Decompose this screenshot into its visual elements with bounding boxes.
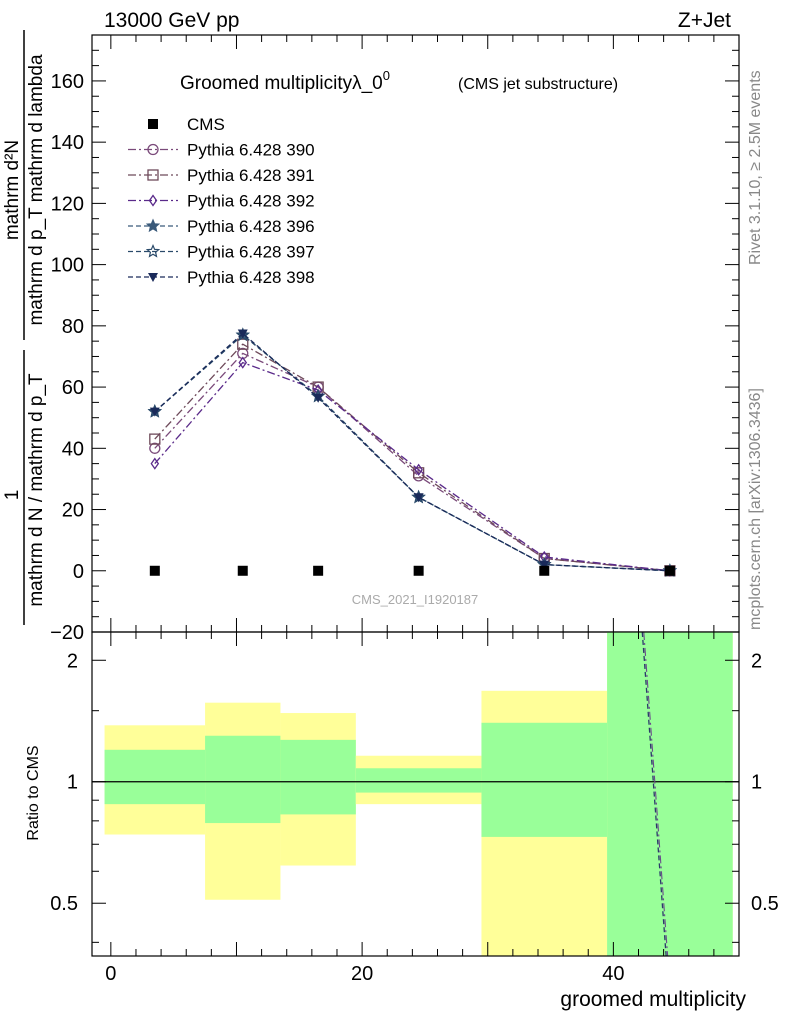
legend-label: CMS [187, 115, 225, 134]
series-line [154, 332, 670, 572]
x-tick-label: 20 [351, 963, 373, 985]
series-point [238, 356, 248, 369]
legend-entry-cms: CMS [148, 115, 225, 134]
y-tick-label: 120 [51, 193, 84, 215]
y-tick-label: −20 [50, 622, 84, 644]
uncertainty-band-inner [481, 722, 608, 837]
ratio-y-tick-label: 0.5 [50, 893, 78, 915]
series-point [237, 329, 248, 339]
ratio-y-tick-label-right: 2 [751, 650, 762, 672]
y-tick-label: 140 [51, 132, 84, 154]
y-tick-label: 60 [62, 377, 84, 399]
legend-marker [148, 273, 158, 282]
series-point [414, 463, 423, 476]
y-tick-label: 80 [62, 316, 84, 338]
ratio-series-line [643, 631, 669, 957]
legend-entry-3: Pythia 6.428 392 [128, 192, 315, 211]
series-4 [147, 327, 678, 577]
series-point [149, 407, 160, 417]
legend-marker [145, 243, 161, 258]
series-point [150, 457, 160, 470]
legend-label: Pythia 6.428 391 [187, 166, 315, 185]
ratio-y-tick-label: 1 [67, 772, 78, 794]
data-point [413, 565, 424, 576]
legend-entry-6: Pythia 6.428 398 [128, 268, 315, 287]
series-line [154, 334, 670, 572]
chart-title: Groomed multiplicityλ_00 [180, 68, 390, 94]
legend-marker [147, 143, 159, 156]
series-line [154, 352, 670, 572]
legend-label: Pythia 6.428 397 [187, 243, 315, 262]
x-axis-label: groomed multiplicity [560, 988, 746, 1011]
series-line [154, 343, 670, 572]
legend-label: Pythia 6.428 398 [187, 268, 315, 287]
ratio-series-line [641, 631, 667, 957]
header-right-label: Z+Jet [678, 9, 731, 32]
data-point [149, 565, 160, 576]
data-point [237, 565, 248, 576]
y-label-prefix-numerator: 1 [2, 490, 23, 501]
legend-entry-2: Pythia 6.428 391 [128, 166, 315, 185]
x-tick-label: 0 [105, 963, 116, 985]
ratio-plot-frame [91, 631, 740, 957]
series-point [413, 493, 424, 503]
y-label-numerator: mathrm d²N [2, 140, 23, 240]
series-point [539, 560, 550, 570]
series-1 [149, 347, 676, 577]
legend: CMS Pythia 6.428 390 Pythia 6.428 391 Pythi… [128, 115, 315, 287]
y-tick-label: 20 [62, 500, 84, 522]
mcplots-side-label: mcplots.cern.ch [arXiv:1306.3436] [747, 388, 764, 630]
y-tick-label: 160 [51, 71, 84, 93]
legend-marker [147, 169, 159, 181]
main-y-axis-label: 1 mathrm d N / mathrm d p_T mathrm d²N m… [2, 30, 47, 625]
series-point [149, 433, 161, 445]
legend-label: Pythia 6.428 396 [187, 217, 315, 236]
uncertainty-band-inner [355, 768, 482, 793]
ratio-y-tick-label-right: 0.5 [751, 893, 779, 915]
y-label-denominator: mathrm d p_T mathrm d lambda [26, 54, 47, 325]
legend-entry-5: Pythia 6.428 397 [128, 243, 315, 262]
legend-marker [148, 194, 158, 207]
ratio-plot-panel: 0.5 0.51 12 20 20 40 Ratio to CMS groomed mul… [25, 631, 779, 1011]
uncertainty-band-inner [280, 739, 356, 815]
x-tick-label: 40 [602, 963, 624, 985]
ratio-y-tick-label-right: 1 [751, 772, 762, 794]
y-tick-label: 40 [62, 438, 84, 460]
legend-entry-4: Pythia 6.428 396 [128, 217, 315, 236]
y-label-prefix-denominator: mathrm d N / mathrm d p_T [26, 373, 47, 607]
main-plot-panel: −20 0 20 40 60 80 100 120 140 160 Groomed multipl… [50, 34, 740, 644]
y-tick-label: 100 [51, 255, 84, 277]
legend-entry-1: Pythia 6.428 390 [128, 141, 315, 160]
y-tick-label: 0 [73, 561, 84, 583]
legend-marker [145, 218, 161, 233]
uncertainty-band-inner [607, 632, 733, 956]
data-point [313, 565, 324, 576]
ratio-y-tick-label: 2 [67, 650, 78, 672]
cms-data-points [149, 565, 675, 576]
data-point [539, 565, 550, 576]
series-line [154, 334, 670, 572]
data-point [664, 565, 675, 576]
series-6 [149, 329, 675, 576]
legend-marker [148, 119, 158, 129]
series-2 [149, 338, 676, 577]
series-point [313, 393, 324, 403]
series-point [149, 442, 161, 454]
series-point [237, 338, 249, 350]
legend-label: Pythia 6.428 392 [187, 192, 315, 211]
chart-subtitle: (CMS jet substructure) [458, 76, 618, 93]
header-left-label: 13000 GeV pp [104, 9, 239, 32]
ratio-y-axis-label: Ratio to CMS [25, 745, 42, 840]
series-5 [147, 327, 678, 577]
series-line [154, 361, 670, 572]
legend-label: Pythia 6.428 390 [187, 141, 315, 160]
watermark-label: CMS_2021_I1920187 [352, 592, 479, 607]
uncertainty-band-inner [104, 749, 206, 805]
uncertainty-band-inner [205, 735, 281, 824]
rivet-side-label: Rivet 3.1.10, ≥ 2.5M events [747, 70, 764, 265]
